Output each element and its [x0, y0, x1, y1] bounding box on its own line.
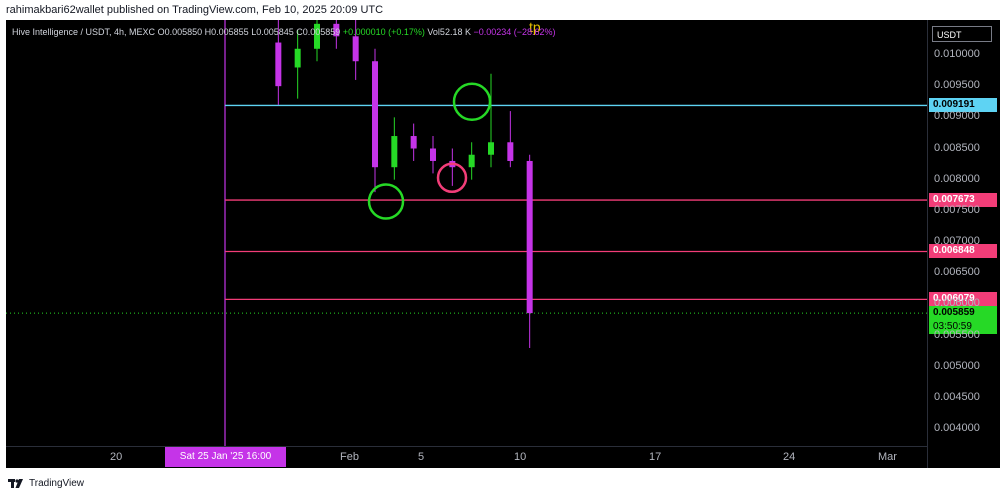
price-tick-label: 0.005000 [934, 359, 980, 372]
publish-banner: rahimakbari62wallet published on Trading… [0, 0, 1000, 20]
price-tick-label: 0.006500 [934, 266, 980, 279]
time-tick-label: 5 [418, 451, 425, 463]
legend-volume-change: −0.00234 (−28.62%) [473, 27, 556, 37]
legend-high: H0.005855 [204, 27, 249, 37]
time-tick-label: 20 [110, 451, 123, 463]
crosshair-date-tag: Sat 25 Jan '25 16:00 [165, 447, 286, 467]
price-tick-label: 0.004000 [934, 422, 980, 434]
price-tick-label: 0.009000 [934, 110, 980, 123]
chart-area[interactable]: tp [6, 20, 927, 468]
candle-body [352, 36, 359, 62]
legend-close: C0.005859 [296, 27, 341, 37]
green-circle-target [452, 82, 492, 121]
price-axis[interactable] [927, 20, 1000, 468]
price-tick-label: 0.004500 [934, 390, 980, 403]
footer-bar [0, 468, 1000, 498]
tradingview-logo-icon [8, 479, 23, 488]
time-tick-label: Mar [878, 451, 897, 463]
candle-body [410, 136, 417, 149]
price-tick-label: 0.006000 [934, 297, 980, 310]
candle-body [314, 23, 320, 49]
price-tick-label: 0.005500 [934, 328, 980, 341]
tradingview-label: TradingView [29, 478, 85, 489]
candle-body [294, 48, 301, 68]
candle-body [391, 136, 398, 168]
level1-price-tag: 0.007673 [929, 193, 997, 208]
chart-svg[interactable]: tp [6, 20, 927, 468]
chart-legend: Hive Intelligence / USDT, 4h, MEXC O0.00… [12, 27, 556, 37]
legend-symbol: Hive Intelligence / USDT, 4h, MEXC [12, 27, 156, 37]
candle-body [430, 148, 436, 161]
candle-body [333, 23, 340, 37]
countdown-tag: 03:50:59 [929, 320, 997, 335]
candle-body [526, 160, 533, 314]
candle-body [372, 61, 378, 168]
time-tick-label: 17 [649, 451, 662, 463]
time-tick-label: 10 [514, 451, 527, 463]
level3-price-tag: 0.006079 [929, 292, 997, 307]
tp-price-tag: 0.009191 [929, 98, 997, 113]
level2-price-tag: 0.006848 [929, 244, 997, 259]
legend-open: O0.005850 [157, 27, 203, 37]
tradingview-brand[interactable]: TradingView [8, 478, 84, 489]
tp-label: tp [529, 20, 541, 35]
candle-body [468, 154, 475, 168]
price-tick-label: 0.008500 [934, 141, 980, 154]
price-tick-label: 0.007500 [934, 203, 980, 216]
red-circle-retest [436, 162, 468, 194]
current-price-tag: 0.005859 [929, 306, 997, 321]
legend-volume: Vol52.18 K [427, 27, 471, 37]
candle-body [275, 42, 282, 87]
green-circle-low [367, 183, 405, 220]
currency-selector[interactable]: USDT [932, 26, 992, 42]
price-tick-label: 0.009500 [934, 79, 980, 92]
legend-change: +0.000010 (+0.17%) [342, 27, 425, 37]
time-tick-label: Feb [340, 451, 359, 463]
time-tick-label: 24 [783, 451, 796, 463]
price-tick-label: 0.008000 [934, 172, 980, 185]
price-tick-label: 0.010000 [934, 48, 980, 60]
candle-body [507, 142, 514, 161]
candle-body [488, 142, 494, 155]
price-tick-label: 0.007000 [934, 235, 980, 247]
legend-low: L0.005845 [251, 27, 294, 37]
